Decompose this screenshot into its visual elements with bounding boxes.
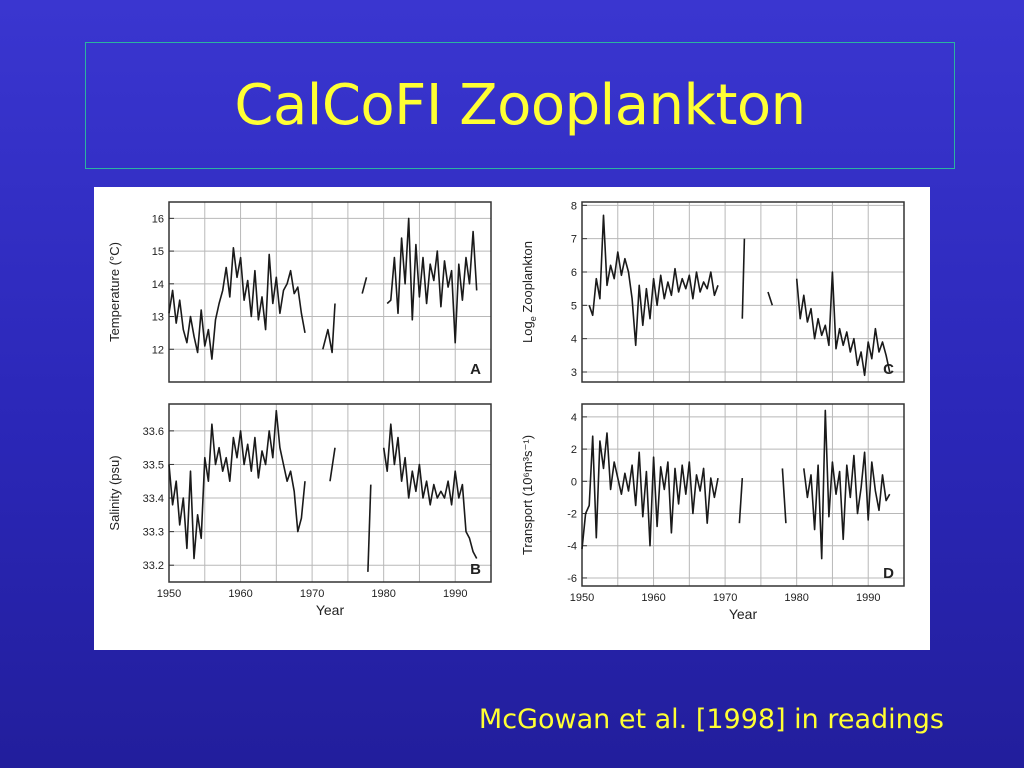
panel-c-series-segment xyxy=(588,214,719,347)
panel-c-ytick-label: 6 xyxy=(571,267,577,279)
panel-b-series-segment xyxy=(329,447,336,482)
panel-d-ytick-label: -2 xyxy=(567,509,577,521)
panel-c-series-segment xyxy=(741,238,746,319)
panel-a-series-segment xyxy=(322,303,336,354)
panel-d-ytick-label: 4 xyxy=(571,412,577,424)
panel-d-ylabel: Transport (10⁶m³s⁻¹) xyxy=(520,435,535,555)
panel-a-series-segment xyxy=(168,246,306,360)
panel-d-xtick-label: 1990 xyxy=(856,592,880,604)
panel-c-ytick-label: 4 xyxy=(571,334,577,346)
panel-b-xtick-label: 1990 xyxy=(443,588,467,600)
panel-d-xtick-label: 1980 xyxy=(784,592,808,604)
panel-a-ytick-label: 13 xyxy=(152,312,164,324)
panel-d-series-segment xyxy=(581,432,719,550)
panel-b-ytick-label: 33.4 xyxy=(143,493,164,505)
panel-a-ytick-label: 12 xyxy=(152,344,164,356)
panel-b-letter: B xyxy=(470,561,481,578)
citation-caption: McGowan et al. [1998] in readings xyxy=(478,704,944,735)
panel-b-xtick-label: 1950 xyxy=(157,588,181,600)
panel-a-ylabel: Temperature (°C) xyxy=(107,242,122,342)
panel-a-ytick-label: 15 xyxy=(152,246,164,258)
panel-b-ylabel: Salinity (psu) xyxy=(107,455,122,530)
figure-svg: 12 13 14 15 16 Temperature (°C) A 33.2 33.3 33.4 3… xyxy=(107,200,905,622)
panel-b-xlabel: Year xyxy=(316,602,345,618)
panel-b-frame xyxy=(168,403,492,583)
panel-d-xtick-label: 1960 xyxy=(641,592,665,604)
panel-d-xtick-label: 1950 xyxy=(570,592,594,604)
panel-d-series-segment xyxy=(781,468,787,524)
panel-d-ytick-label: 0 xyxy=(571,476,577,488)
panel-a-ytick-label: 16 xyxy=(152,213,164,225)
panel-b-series-segment xyxy=(367,484,372,572)
panel-c-series-segment xyxy=(795,271,891,377)
panel-c-ytick-label: 7 xyxy=(571,234,577,246)
panel-a-ytick-label: 14 xyxy=(152,279,164,291)
panel-d-ytick-label: -4 xyxy=(567,541,577,553)
panel-b-series-segment xyxy=(382,423,478,559)
panel-c-ylabel: Loge Zooplankton xyxy=(520,241,538,343)
panel-a-letter: A xyxy=(470,361,481,378)
panel-b-xtick-label: 1980 xyxy=(371,588,395,600)
panel-d-frame xyxy=(581,403,905,587)
figure-panel: 12 13 14 15 16 Temperature (°C) A 33.2 33.3 33.4 3… xyxy=(94,187,930,650)
panel-c-ytick-label: 8 xyxy=(571,200,577,212)
panel-d-xtick-label: 1970 xyxy=(713,592,737,604)
title-box: CalCoFI Zooplankton xyxy=(85,42,955,169)
panel-d-ytick-label: -6 xyxy=(567,573,577,585)
panel-d-ytick-label: 2 xyxy=(571,444,577,456)
panel-c-frame xyxy=(581,201,905,383)
panel-b-xtick-label: 1960 xyxy=(228,588,252,600)
panel-b-ytick-label: 33.5 xyxy=(143,459,164,471)
panel-b-xtick-label: 1970 xyxy=(300,588,324,600)
slide-title: CalCoFI Zooplankton xyxy=(234,73,806,138)
panel-a-series-segment xyxy=(361,277,368,294)
panel-d-xlabel: Year xyxy=(729,606,758,622)
panel-c-series-segment xyxy=(767,291,774,306)
panel-b-ytick-label: 33.2 xyxy=(143,560,164,572)
panel-d-letter: D xyxy=(883,565,894,582)
panel-c-ytick-label: 3 xyxy=(571,367,577,379)
panel-d-series-segment xyxy=(738,478,744,524)
panel-b-series-segment xyxy=(168,409,306,560)
panel-a-series-segment xyxy=(386,217,478,344)
panel-b-ytick-label: 33.3 xyxy=(143,527,164,539)
panel-c-ytick-label: 5 xyxy=(571,300,577,312)
panel-d-series-segment xyxy=(803,409,891,560)
panel-b-ytick-label: 33.6 xyxy=(143,426,164,438)
panel-a-frame xyxy=(168,201,492,383)
